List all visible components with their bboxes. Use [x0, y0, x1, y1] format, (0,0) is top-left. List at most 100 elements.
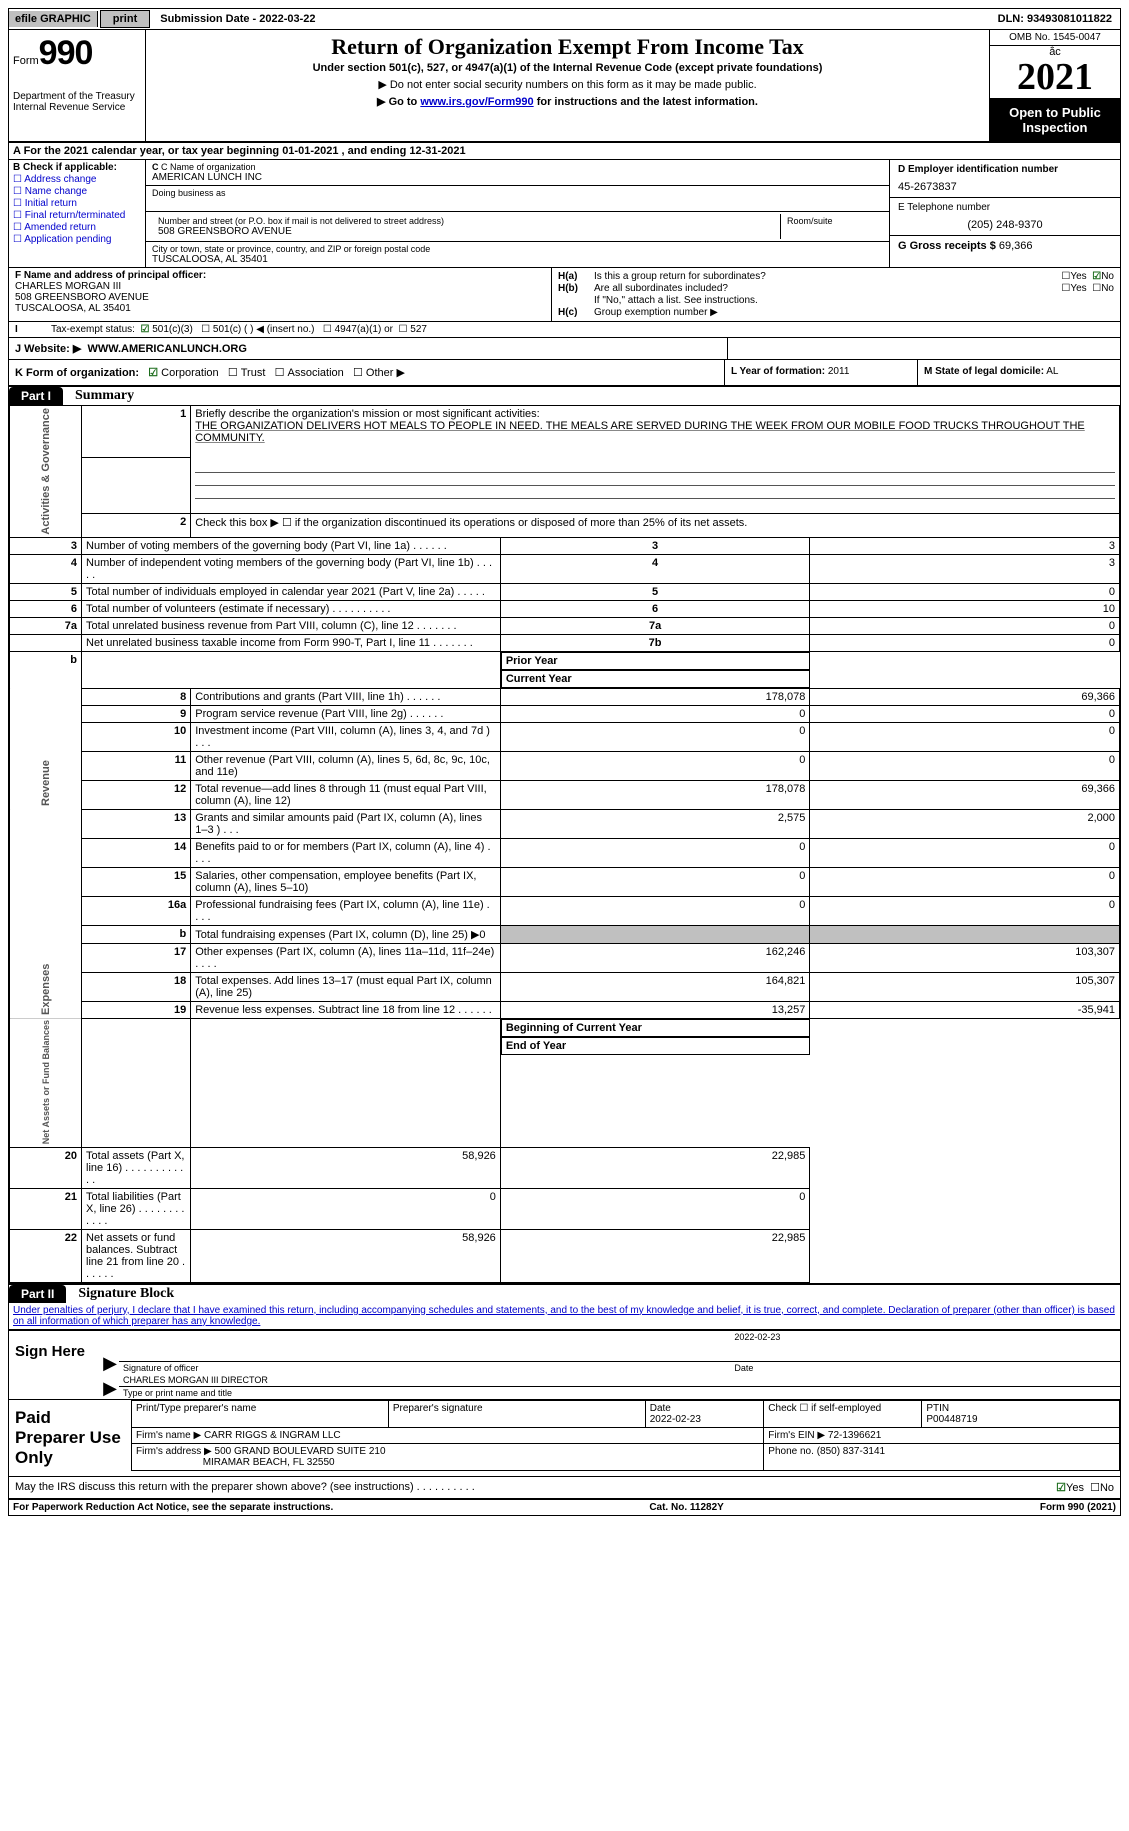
l-label: L Year of formation: [731, 366, 825, 377]
vlabel-net: Net Assets or Fund Balances [10, 1018, 82, 1147]
colb-checkbox[interactable]: ☐ Initial return [13, 198, 141, 209]
hb-note: If "No," attach a list. See instructions… [594, 295, 1114, 306]
header-left: Form990 Department of the Treasury Inter… [9, 30, 146, 141]
self-employed-check: Check ☐ if self-employed [764, 1400, 922, 1427]
opt-501c3: 501(c)(3) [152, 324, 193, 335]
gross-receipts-value: 69,366 [999, 240, 1033, 252]
part1-tab: Part I [9, 387, 63, 405]
part2-tab: Part II [9, 1285, 66, 1303]
dept-treasury: Department of the Treasury [13, 91, 141, 102]
col-b-header: B Check if applicable: [13, 162, 141, 173]
ha-label: Is this a group return for subordinates? [594, 271, 1061, 282]
summary-row: 10Investment income (Part VIII, column (… [10, 722, 1120, 751]
k-corp: Corporation [161, 367, 218, 379]
yes-label-2: Yes [1070, 283, 1086, 294]
city-label: City or town, state or province, country… [152, 244, 883, 254]
summary-row: bTotal fundraising expenses (Part IX, co… [10, 925, 1120, 943]
ptin-value: P00448719 [926, 1414, 977, 1425]
summary-row: 9Program service revenue (Part VIII, lin… [10, 705, 1120, 722]
prep-name-hdr: Print/Type preparer's name [132, 1400, 389, 1427]
mission-label: Briefly describe the organization's miss… [195, 408, 539, 420]
summary-row: 15Salaries, other compensation, employee… [10, 867, 1120, 896]
street-address: 508 GREENSBORO AVENUE [158, 226, 774, 237]
note2-pre: ▶ Go to [377, 96, 420, 108]
form-note2: ▶ Go to www.irs.gov/Form990 for instruct… [152, 95, 983, 108]
summary-row: 4Number of independent voting members of… [10, 554, 1120, 583]
summary-row: 5Total number of individuals employed in… [10, 583, 1120, 600]
perjury-declaration: Under penalties of perjury, I declare th… [9, 1303, 1120, 1330]
opt-4947: 4947(a)(1) or [335, 324, 393, 335]
sign-date: 2022-02-23 [730, 1331, 1120, 1362]
form-outer: Form990 Department of the Treasury Inter… [8, 30, 1121, 1516]
k-trust: Trust [241, 367, 266, 379]
exempt-label: Tax-exempt status: [51, 324, 135, 335]
open-to-public: Open to Public Inspection [990, 99, 1120, 141]
part1-bar: Part I Summary [9, 387, 1120, 405]
principal-officer: F Name and address of principal officer:… [9, 268, 552, 321]
form-header: Form990 Department of the Treasury Inter… [9, 30, 1120, 143]
sig-officer-label: Signature of officer [119, 1361, 730, 1374]
colb-checkbox[interactable]: ☐ Amended return [13, 222, 141, 233]
paperwork-notice: For Paperwork Reduction Act Notice, see … [13, 1502, 333, 1513]
summary-row: 12Total revenue—add lines 8 through 11 (… [10, 780, 1120, 809]
org-form-row: K Form of organization: ☑ Corporation ☐ … [9, 360, 1120, 387]
colb-checkbox[interactable]: ☐ Final return/terminated [13, 210, 141, 221]
tax-year: 2021 [990, 58, 1120, 99]
col-c-identity: C C Name of organization AMERICAN LUNCH … [146, 160, 889, 267]
col-b-checkboxes: B Check if applicable: ☐ Address change☐… [9, 160, 146, 267]
officer-city: TUSCALOOSA, AL 35401 [15, 303, 131, 314]
may-irs-text: May the IRS discuss this return with the… [15, 1481, 1056, 1494]
officer-group-block: F Name and address of principal officer:… [9, 268, 1120, 322]
part2-bar: Part II Signature Block [9, 1283, 1120, 1303]
firm-addr-2: MIRAMAR BEACH, FL 32550 [203, 1457, 335, 1468]
summary-row: 20Total assets (Part X, line 16) . . . .… [10, 1147, 1120, 1188]
page-footer: For Paperwork Reduction Act Notice, see … [9, 1500, 1120, 1515]
colb-checkbox[interactable]: ☐ Name change [13, 186, 141, 197]
firm-ein: 72-1396621 [828, 1430, 881, 1441]
firm-name-label: Firm's name ▶ [136, 1430, 201, 1441]
tel-label: E Telephone number [898, 202, 1112, 213]
form-page-ref: Form 990 (2021) [1040, 1502, 1116, 1513]
form-note1: ▶ Do not enter social security numbers o… [152, 78, 983, 91]
colb-checkbox[interactable]: ☐ Application pending [13, 234, 141, 245]
opt-527: 527 [410, 324, 427, 335]
col-d-right: D Employer identification number 45-2673… [889, 160, 1120, 267]
summary-table: Activities & Governance 1 Briefly descri… [9, 405, 1120, 1283]
sign-here-block: Sign Here ▶ 2022-02-23 Signature of offi… [9, 1330, 1120, 1399]
part2-title: Signature Block [66, 1286, 174, 1302]
summary-row: 3Number of voting members of the governi… [10, 537, 1120, 554]
form-prefix: Form [13, 55, 39, 67]
beg-year-hdr: Beginning of Current Year [501, 1019, 810, 1037]
print-button[interactable]: print [100, 10, 150, 28]
ein-value: 45-2673837 [898, 181, 1112, 193]
summary-row: 16aProfessional fundraising fees (Part I… [10, 896, 1120, 925]
prep-sig-hdr: Preparer's signature [388, 1400, 645, 1427]
officer-print-name: CHARLES MORGAN III DIRECTOR [119, 1374, 1120, 1387]
colb-checkbox[interactable]: ☐ Address change [13, 174, 141, 185]
summary-row: 17Other expenses (Part IX, column (A), l… [10, 943, 1120, 972]
vlabel: Expenses [10, 809, 82, 1018]
declaration-text[interactable]: Under penalties of perjury, I declare th… [13, 1305, 1115, 1327]
note2-post: for instructions and the latest informat… [534, 96, 758, 108]
summary-row: Revenue8Contributions and grants (Part V… [10, 688, 1120, 705]
k-other: Other ▶ [366, 367, 405, 379]
paid-preparer-block: Paid Preparer Use Only Print/Type prepar… [9, 1399, 1120, 1477]
officer-name: CHARLES MORGAN III [15, 281, 121, 292]
year-formation: 2011 [828, 366, 850, 377]
summary-row: 18Total expenses. Add lines 13–17 (must … [10, 972, 1120, 1001]
efile-label: efile GRAPHIC [9, 11, 98, 27]
opt-501c: 501(c) ( ) ◀ (insert no.) [213, 324, 315, 335]
vlabel: Revenue [10, 688, 82, 809]
irs-link[interactable]: www.irs.gov/Form990 [420, 96, 533, 108]
k-label: K Form of organization: [15, 367, 139, 379]
hb-label: Are all subordinates included? [594, 283, 1061, 294]
summary-row: 11Other revenue (Part VIII, column (A), … [10, 751, 1120, 780]
sign-here-label: Sign Here [9, 1331, 101, 1399]
cat-number: Cat. No. 11282Y [649, 1502, 723, 1513]
org-name: AMERICAN LUNCH INC [152, 172, 883, 183]
date-label: Date [730, 1361, 1120, 1374]
firm-name: CARR RIGGS & INGRAM LLC [204, 1430, 341, 1441]
prep-date-lbl: Date [650, 1403, 671, 1414]
part1-title: Summary [63, 388, 134, 404]
line2-discontinued: Check this box ▶ ☐ if the organization d… [191, 514, 1120, 537]
